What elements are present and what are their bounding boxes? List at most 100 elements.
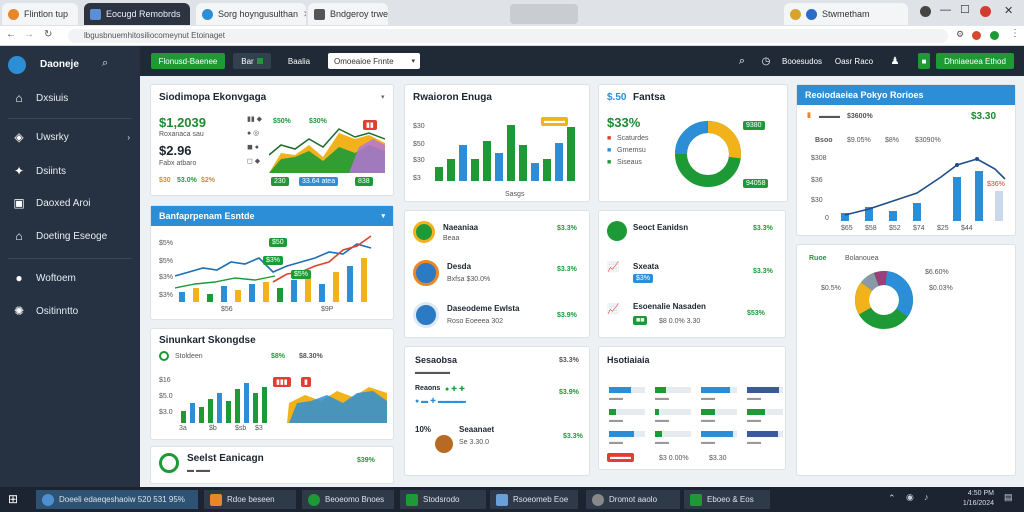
- sidebar-item-2[interactable]: ✦ Dsiints: [13, 164, 67, 178]
- tab-2[interactable]: Eocugd Remobrds: [84, 3, 190, 25]
- primary-button[interactable]: Flonusd-Baenee: [151, 53, 225, 69]
- pct-label: $50%: [273, 118, 291, 125]
- progress-label: ▬▬: [655, 417, 669, 424]
- sub-label: ▬ ▬▬: [187, 467, 210, 474]
- list-item[interactable]: Seoct Eanidsn $3.3%: [599, 215, 785, 255]
- app-icon: [308, 493, 320, 506]
- extension-red-icon[interactable]: [972, 31, 981, 40]
- clock-icon[interactable]: ◷: [761, 55, 771, 67]
- taskbar-item[interactable]: Rdoe beseen: [204, 490, 296, 509]
- header-action-button[interactable]: Dhniaeuea Ethod: [936, 53, 1014, 69]
- network-icon[interactable]: ◉: [906, 492, 914, 502]
- pct-label: $30%: [309, 118, 327, 125]
- bar: [181, 411, 186, 423]
- sidebar-item-6[interactable]: ✺ Ositinntto: [13, 304, 79, 318]
- progress-track: [747, 387, 783, 393]
- taskbar-item[interactable]: Beoeomo Bnoes: [302, 490, 394, 509]
- notification-icon[interactable]: ■: [918, 53, 930, 69]
- list-item[interactable]: Desda Bxfsa $30.0% $3.3%: [405, 256, 589, 296]
- panel-title: Seelst Eanicagn: [187, 453, 264, 464]
- url-input[interactable]: lbgusbnuemhitosiliocomeynut Etoinaget: [68, 29, 948, 43]
- user-icon[interactable]: ♟: [890, 55, 900, 67]
- menu-kebab-icon[interactable]: ⋮: [1010, 28, 1020, 39]
- extension-icon[interactable]: ⚙: [956, 29, 965, 39]
- footer-label: $3.30: [709, 455, 727, 462]
- minimize-icon[interactable]: —: [940, 4, 951, 16]
- y-tick: $50: [413, 141, 425, 148]
- chevron-down-icon[interactable]: ▾: [381, 213, 385, 220]
- taskbar-item[interactable]: Rsoeomeb Eoe: [490, 490, 578, 509]
- sidebar-item-1[interactable]: ◈ Uwsrky ›: [0, 123, 140, 151]
- progress-track: [655, 431, 691, 437]
- list-item[interactable]: 📈 Esoenalie Nasaden ■■ $8 0.0% 3.30 $53%: [607, 302, 765, 325]
- windows-start-icon[interactable]: ⊞: [8, 492, 19, 506]
- bar: [253, 393, 258, 423]
- y-tick: $30: [413, 157, 425, 164]
- chevron-down-icon[interactable]: ▾: [381, 94, 385, 101]
- taskbar-item[interactable]: Doeeli edaeqeshaoiw 520 531 95%: [36, 490, 198, 509]
- progress-label: ▬▬: [701, 395, 715, 402]
- header-select[interactable]: Omoeaioe Fnnte ▾: [328, 53, 420, 69]
- progress-label: ▬▬: [701, 417, 715, 424]
- new-tab-placeholder[interactable]: [510, 4, 578, 24]
- sidebar-item-4[interactable]: ⌂ Doeting Eseoge: [0, 222, 140, 250]
- forward-icon[interactable]: →: [24, 29, 34, 40]
- panel-stacked: Sinunkart Skongdse Stoldeen $8% $8.30% $…: [150, 328, 394, 440]
- sidebar-item-0[interactable]: ⌂ Dxsiuis: [0, 84, 140, 112]
- search-icon[interactable]: ⌕: [738, 54, 746, 67]
- tab-1[interactable]: Flintlon tup: [2, 3, 78, 25]
- status-icon: [256, 58, 263, 64]
- progress-label: ▬▬: [701, 439, 715, 446]
- taskbar-item[interactable]: Dromot aaolo: [586, 490, 680, 509]
- app-icon: [413, 221, 435, 243]
- x-label: $9P: [321, 306, 334, 313]
- highlight-badge: ▬▬▬: [541, 117, 568, 126]
- bar: [435, 167, 443, 181]
- legend-badge: $5%: [291, 270, 312, 279]
- sidebar-item-3[interactable]: ▣ Daoxed Aroi: [13, 196, 91, 210]
- x-label: 3a: [179, 425, 187, 432]
- reload-icon[interactable]: ↻: [44, 29, 53, 40]
- notifications-icon[interactable]: ▤: [1004, 492, 1013, 502]
- maximize-icon[interactable]: ☐: [960, 4, 970, 16]
- browser-icon: [42, 493, 54, 506]
- clock-time[interactable]: 4:50 PM: [967, 490, 994, 497]
- tab-3-active[interactable]: Sorg hoyngusulthan✕: [196, 3, 306, 25]
- close-icon[interactable]: ✕: [303, 9, 306, 20]
- search-icon[interactable]: ⌕: [102, 57, 109, 69]
- close-window-icon[interactable]: ✕: [1004, 5, 1014, 17]
- header-link[interactable]: Baalia: [287, 56, 311, 66]
- stat-sub: ▬▬▬: [819, 113, 840, 120]
- list-item[interactable]: 📈 Sxeata $3% $3.3%: [607, 262, 773, 283]
- app-icon: [496, 493, 508, 506]
- tag: 94058: [743, 179, 769, 188]
- list-item[interactable]: Daseodeme Ewlsta Roso Eoeeea 302 $3.9%: [405, 298, 589, 338]
- tray-up-icon[interactable]: ⌃: [888, 493, 896, 503]
- back-icon[interactable]: ←: [6, 29, 16, 40]
- icon-row: ● ◎: [247, 130, 260, 137]
- progress-label: ▬▬: [655, 439, 669, 446]
- taskbar-item[interactable]: Eboeo & Eos: [684, 490, 770, 509]
- taskbar-item[interactable]: Stodsrodo: [400, 490, 486, 509]
- x-tick: $65: [841, 225, 853, 232]
- brand-logo-icon: [8, 56, 26, 74]
- sidebar-item-5[interactable]: ● Woftoem: [0, 264, 140, 292]
- progress-fill: [701, 387, 730, 393]
- brand-name: Daoneje: [40, 59, 79, 70]
- panel-line-chart: Reoiodaeiea Pokyo Rorioes ▮ ▬▬▬ $3600% $…: [796, 84, 1016, 236]
- volume-icon[interactable]: ♪: [924, 492, 929, 502]
- profile-icon[interactable]: [920, 6, 931, 17]
- legend-item: Grnemsu: [617, 147, 646, 154]
- extension-green-icon[interactable]: [990, 31, 999, 40]
- list-item[interactable]: Naeaniaa Beaa $3.3%: [405, 215, 589, 255]
- y-tick: $3.0: [159, 409, 173, 416]
- bar: [291, 280, 297, 302]
- progress-fill: [747, 387, 780, 393]
- tab-5[interactable]: Stwmetham: [784, 3, 908, 25]
- clock-date[interactable]: 1/16/2024: [962, 500, 994, 507]
- small-button[interactable]: Bar: [233, 53, 271, 69]
- header-link-2[interactable]: Booesudos: [781, 56, 823, 66]
- tab-4[interactable]: Bndgeroy trwes: [308, 3, 388, 25]
- icon-row: ◻ ◆: [247, 158, 261, 165]
- header-link-3[interactable]: Oasr Raco: [834, 56, 874, 66]
